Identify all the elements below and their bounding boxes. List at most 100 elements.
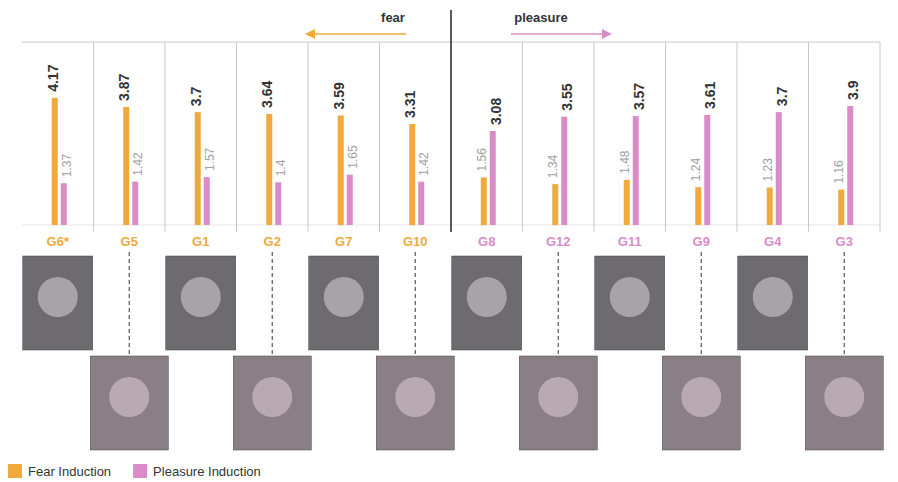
legend-label: Fear Induction	[28, 464, 111, 479]
bar	[409, 124, 415, 225]
data-label: 3.55	[559, 83, 575, 110]
data-label: 1.16	[832, 160, 846, 184]
image-placeholder-face	[252, 377, 292, 417]
bar	[347, 175, 353, 225]
column-divider	[93, 42, 94, 232]
image-placeholder	[738, 256, 808, 350]
data-label: 1.23	[761, 158, 775, 182]
data-label: 3.7	[774, 86, 790, 106]
image-placeholder	[595, 256, 665, 350]
bar	[275, 182, 281, 225]
bar	[123, 107, 129, 225]
leader	[558, 252, 559, 356]
bar	[195, 112, 201, 225]
data-label: 3.7	[188, 86, 204, 106]
leader	[844, 252, 845, 356]
data-label: 3.59	[331, 82, 347, 109]
image-placeholder	[452, 256, 522, 350]
image-placeholder-face	[324, 277, 364, 317]
column-divider	[594, 42, 595, 232]
column-divider	[165, 42, 166, 232]
image-placeholder-face	[395, 377, 435, 417]
arrow-head	[602, 29, 612, 39]
column-divider	[737, 42, 738, 232]
data-label: 3.9	[845, 80, 861, 100]
image-placeholder	[662, 356, 740, 450]
legend-label: Pleasure Induction	[153, 464, 261, 479]
data-label: 1.4	[274, 159, 288, 176]
category-label: G6*	[47, 234, 70, 249]
image-placeholder-face	[181, 277, 221, 317]
bar	[132, 182, 138, 225]
leader	[415, 252, 416, 356]
chart: fearpleasure4.171.373.871.423.71.573.641…	[0, 0, 898, 482]
bar	[847, 106, 853, 225]
arrow-head	[305, 29, 315, 39]
data-label: 3.08	[488, 98, 504, 125]
data-label: 3.57	[631, 83, 647, 110]
image-placeholder	[805, 356, 883, 450]
column-divider	[808, 42, 809, 232]
category-label: G3	[836, 234, 853, 249]
leader	[129, 252, 130, 356]
data-label: 4.17	[45, 64, 61, 91]
data-label: 1.65	[346, 145, 360, 169]
data-label: 1.42	[131, 152, 145, 176]
image-placeholder	[166, 256, 236, 350]
bar	[52, 98, 58, 225]
bar	[490, 131, 496, 225]
image-placeholder	[23, 256, 93, 350]
leader	[272, 252, 273, 356]
column-divider	[308, 42, 309, 232]
data-label: 1.48	[618, 150, 632, 174]
category-label: G10	[403, 234, 428, 249]
data-label: 1.34	[546, 154, 560, 178]
image-placeholder-face	[824, 377, 864, 417]
data-label: 1.42	[417, 152, 431, 176]
legend-swatch	[8, 464, 22, 478]
image-placeholder-face	[610, 277, 650, 317]
legend-swatch	[133, 464, 147, 478]
image-placeholder	[519, 356, 597, 450]
bar	[633, 116, 639, 225]
group-divider	[450, 10, 452, 232]
arrow	[311, 33, 406, 35]
image-placeholder	[233, 356, 311, 450]
category-label: G8	[478, 234, 495, 249]
category-label: G4	[764, 234, 782, 249]
annotation: fear	[381, 10, 405, 25]
data-label: 3.87	[116, 74, 132, 101]
bar	[552, 184, 558, 225]
arrow	[511, 33, 606, 35]
bar	[481, 177, 487, 225]
bar	[561, 117, 567, 225]
bar	[695, 187, 701, 225]
image-placeholder	[376, 356, 454, 450]
bar	[838, 190, 844, 225]
image-placeholder-face	[38, 277, 78, 317]
data-label: 3.61	[702, 81, 718, 108]
category-label: G12	[546, 234, 571, 249]
bar	[204, 177, 210, 225]
bar	[418, 182, 424, 225]
image-placeholder	[90, 356, 168, 450]
category-label: G1	[192, 234, 209, 249]
annotation: pleasure	[514, 10, 567, 25]
image-placeholder-face	[538, 377, 578, 417]
category-label: G7	[335, 234, 352, 249]
column-divider	[665, 42, 666, 232]
image-placeholder-face	[753, 277, 793, 317]
column-divider	[522, 42, 523, 232]
column-divider	[236, 42, 237, 232]
column-divider	[880, 42, 881, 232]
category-label: G5	[121, 234, 138, 249]
bar	[776, 112, 782, 225]
legend: Fear Induction Pleasure Induction	[8, 464, 261, 479]
data-label: 1.56	[475, 148, 489, 172]
category-label: G2	[264, 234, 281, 249]
category-label: G9	[693, 234, 710, 249]
image-placeholder-face	[681, 377, 721, 417]
bar	[338, 116, 344, 225]
bar	[624, 180, 630, 225]
bar	[704, 115, 710, 225]
